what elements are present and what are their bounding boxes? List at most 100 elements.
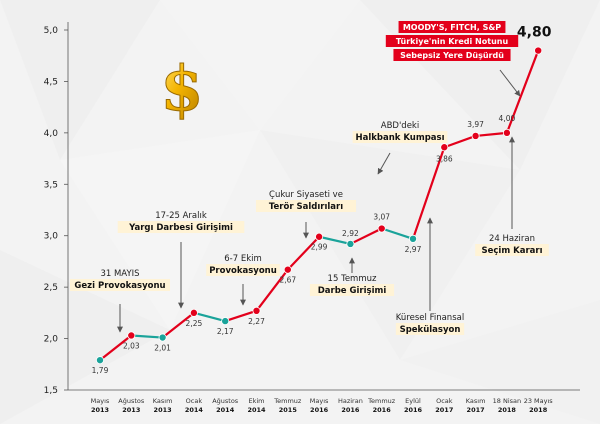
annotation-box <box>69 279 171 291</box>
annotation-text: 6-7 Ekim <box>224 254 262 264</box>
data-point <box>221 317 230 326</box>
data-labels: 1,79 2,03 2,01 2,25 2,17 2,27 2,67 2,99 2,92 3,07… <box>92 25 552 376</box>
data-point <box>96 356 105 365</box>
x-tick-label-year: 2016 <box>341 406 360 414</box>
y-tick-label: 1,5 <box>44 386 58 396</box>
data-label: 2,25 <box>186 319 203 328</box>
data-point <box>471 131 480 140</box>
series-segment <box>224 309 258 323</box>
x-tick-label-month: Kasım <box>466 397 486 405</box>
x-tick-label-month: Temmuz <box>367 397 396 405</box>
annotation-cukur: Çukur Siyaseti ve Terör Saldırıları <box>255 190 357 239</box>
annotation-text: Küresel Finansal <box>396 313 464 323</box>
annotation-kuresel: Küresel Finansal Spekülasyon <box>395 217 465 335</box>
annotation-box <box>475 244 549 256</box>
series-segment <box>255 268 289 312</box>
data-label: 2,01 <box>154 344 171 353</box>
x-tick-label-month: Ocak <box>436 397 453 405</box>
y-tick-label: 3,5 <box>44 180 58 190</box>
series-line <box>98 49 540 362</box>
annotation-red-box <box>393 49 511 61</box>
data-point <box>252 306 261 315</box>
annotation-secim: 24 Haziran Seçim Kararı <box>475 136 549 256</box>
annotation-gezi: 31 MAYIS Gezi Provokasyonu <box>69 269 171 333</box>
y-tick-label: 4,0 <box>44 129 59 139</box>
svg-text:$: $ <box>160 52 203 125</box>
dollar-sign-icon: $ <box>160 52 204 126</box>
x-tick-label-month: Ekim <box>248 397 264 405</box>
y-tick-label: 5,0 <box>44 26 59 36</box>
x-tick-label-month: Mayıs <box>310 397 329 405</box>
y-tick-label: 4,5 <box>44 77 58 87</box>
x-tick-label-year: 2014 <box>247 406 266 414</box>
annotation-box <box>395 323 465 335</box>
annotation-text: 17-25 Aralık <box>155 211 207 221</box>
annotation-text: 31 MAYIS <box>100 269 139 279</box>
series-segment <box>443 134 477 149</box>
series-segment <box>192 311 227 323</box>
annotation-text: Spekülasyon <box>400 325 461 335</box>
x-tick-label-month: 18 Nisan <box>493 397 522 405</box>
annotation-darbe: 15 Temmuz Darbe Girişimi <box>309 257 395 296</box>
series-segment <box>505 49 540 134</box>
annotation-box <box>255 200 357 212</box>
x-tick-label-year: 2013 <box>122 406 140 414</box>
x-tick-label-month: Eylül <box>405 397 421 405</box>
x-tick-label-month: Kasım <box>153 397 173 405</box>
series-segment <box>380 227 415 240</box>
x-tick-label-year: 2017 <box>467 406 485 414</box>
x-tick-label-month: Mayıs <box>91 397 110 405</box>
x-tick-label-year: 2016 <box>404 406 423 414</box>
x-tick-label-year: 2014 <box>185 406 204 414</box>
data-label: 2,92 <box>342 229 359 238</box>
x-tick-label-year: 2013 <box>154 406 172 414</box>
x-tick-label-year: 2016 <box>310 406 329 414</box>
data-label: 4,00 <box>499 114 516 123</box>
series-segment <box>98 334 133 362</box>
x-tick-label-year: 2018 <box>498 406 517 414</box>
annotation-text: Halkbank Kumpası <box>355 133 444 143</box>
data-label: 2,17 <box>217 327 234 336</box>
annotation-halkbank: ABD'deki Halkbank Kumpası <box>352 121 448 175</box>
data-points <box>96 46 543 365</box>
annotation-red-box <box>385 35 519 47</box>
annotation-box <box>206 264 280 276</box>
annotation-text: Türkiye'nin Kredi Notunu <box>396 37 509 46</box>
x-tick-label-month: 23 Mayıs <box>524 397 554 405</box>
x-tick-label-month: Ocak <box>186 397 203 405</box>
data-point <box>189 308 198 317</box>
data-label: 1,79 <box>92 366 109 375</box>
annotation-text: 15 Temmuz <box>328 274 377 284</box>
annotation-box <box>352 131 448 143</box>
data-point <box>283 265 292 274</box>
y-axis-ticks: 1,5 2,0 2,5 3,0 3,5 4,0 4,5 5,0 <box>44 26 68 396</box>
data-label: 3,07 <box>373 213 390 222</box>
data-label: 2,67 <box>279 276 296 285</box>
data-point <box>127 331 136 340</box>
data-label-peak: 4,80 <box>517 25 552 41</box>
x-tick-label-year: 2013 <box>91 406 109 414</box>
annotation-text: Gezi Provokasyonu <box>74 281 165 291</box>
annotation-text: Terör Saldırıları <box>269 202 343 212</box>
annotation-text: 24 Haziran <box>489 234 535 244</box>
data-point <box>346 239 355 248</box>
data-point <box>440 143 449 152</box>
series-segment <box>130 334 164 339</box>
x-tick-label-month: Ağustos <box>118 397 145 405</box>
annotation-text: Yargı Darbesi Girişimi <box>128 223 233 233</box>
annotation-text: ABD'deki <box>381 121 419 131</box>
annotation-text: Sebepsiz Yere Düşürdü <box>400 51 504 60</box>
data-label: 2,99 <box>311 243 328 252</box>
annotation-text: MOODY'S, FITCH, S&P <box>403 23 501 32</box>
annotation-arrow <box>499 69 521 97</box>
annotation-arrow <box>377 152 391 175</box>
annotation-text: Darbe Girişimi <box>318 286 387 296</box>
data-label: 2,27 <box>248 317 265 326</box>
y-tick-label: 2,5 <box>44 283 58 293</box>
series-segment <box>349 227 383 246</box>
annotation-yargi: 17-25 Aralık Yargı Darbesi Girişimi <box>117 211 245 309</box>
annotation-text: Seçim Kararı <box>481 246 542 256</box>
data-label: 3,97 <box>467 120 484 129</box>
x-tick-label-year: 2016 <box>373 406 392 414</box>
annotation-red-box <box>398 21 506 33</box>
